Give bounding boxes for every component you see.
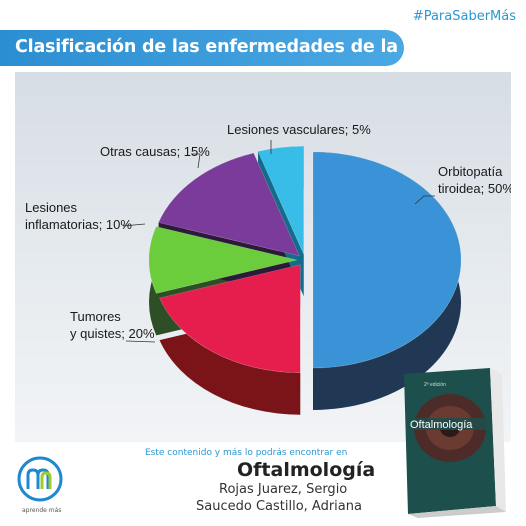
pie-slice-orbitopatia-tiroidea [312,151,462,369]
chart-title: Clasificación de las enfermedades de la … [15,37,462,57]
leader-line-lesiones-inflamatorias [122,223,146,227]
pie-chart: Orbitopatía tiroidea; 50% Tumores y quistes… [25,122,511,415]
data-label-line: Lesiones vasculares; 5% [227,122,371,137]
book-cover: Oftalmología 2ª edición [404,368,506,518]
pie-tops [148,145,462,374]
pie-slice-otras-causas [158,152,300,257]
data-label-tumores-y-quistes: Tumores y quistes; 20% [70,309,155,341]
pie-slice-tumores-y-quistes [159,264,301,374]
mm-logo-icon [17,456,63,502]
data-label-line: Tumores [70,309,121,324]
data-label-line: inflamatorias; 10% [25,217,132,232]
data-label-line: Lesiones [25,200,78,215]
data-label-lesiones-inflamatorias: Lesiones inflamatorias; 10% [25,200,132,232]
leader-line-orbitopatia-tiroidea [414,195,435,205]
data-label-line: y quistes; 20% [70,326,155,341]
book-cover-title: Oftalmología [410,419,473,431]
title-banner: Clasificación de las enfermedades de la … [0,30,462,66]
logo-text: aprende más [22,507,62,514]
book-cover-edition: 2ª edición [424,382,446,388]
hashtag: #ParaSaberMás [412,9,516,24]
leader-line-tumores-y-quistes [125,340,156,343]
footer-book-title: Oftalmología [237,459,376,481]
data-label-orbitopatia-tiroidea: Orbitopatía tiroidea; 50% [438,164,511,196]
footer-author-1: Rojas Juarez, Sergio [219,482,348,497]
data-label-line: Otras causas; 15% [100,144,210,159]
data-label-otras-causas: Otras causas; 15% [100,144,210,159]
data-label-line: Orbitopatía [438,164,503,179]
data-label-line: tiroidea; 50% [438,181,511,196]
leader-line-otras-causas [191,153,201,169]
data-label-lesiones-vasculares: Lesiones vasculares; 5% [227,122,371,137]
pie-slice-lesiones-vasculares [257,145,305,255]
pie-slice-lesiones-inflamatorias [148,226,298,294]
footer-author-2: Saucedo Castillo, Adriana [196,499,362,514]
footer-intro: Este contenido y más lo podrás encontrar… [145,448,348,458]
